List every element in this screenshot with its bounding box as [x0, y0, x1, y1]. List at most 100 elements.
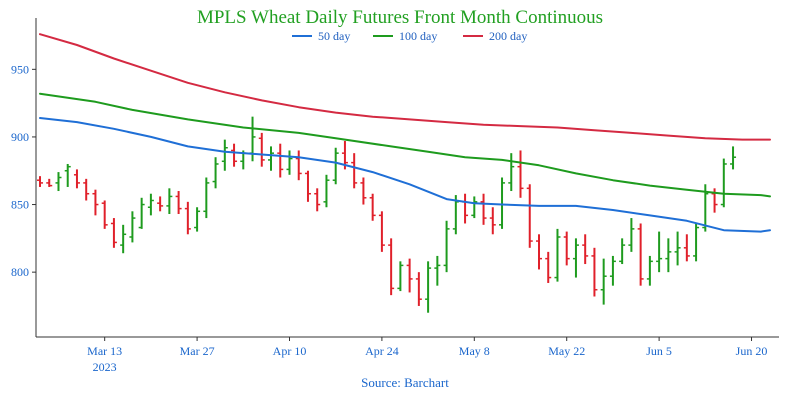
ohlc-bar: [304, 170, 311, 202]
ohlc-bar: [37, 176, 43, 187]
ohlc-bar: [231, 143, 238, 167]
y-tick-label: 900: [11, 130, 29, 144]
ohlc-bar: [425, 261, 432, 313]
ohlc-bar: [277, 143, 284, 178]
ohlc-bar: [499, 177, 506, 229]
legend-label: 100 day: [399, 29, 437, 43]
legend-item: 100 day: [373, 29, 437, 43]
ohlc-bar: [92, 189, 99, 216]
ohlc-bar: [397, 261, 404, 292]
ohlc-bar: [628, 218, 635, 252]
ohlc-bar: [332, 147, 339, 185]
y-tick-label: 950: [11, 62, 29, 76]
ohlc-bar: [129, 211, 136, 243]
moving-average-lines: [39, 33, 771, 233]
ohlc-bar: [369, 193, 376, 221]
ohlc-bar: [221, 139, 228, 171]
ohlc-bar: [212, 157, 219, 189]
ohlc-bar: [157, 196, 164, 212]
x-tick-label: Mar 13: [87, 344, 122, 358]
ohlc-bar: [609, 255, 616, 286]
x-tick-label: Apr 24: [365, 344, 399, 358]
series-line-100-day: [39, 92, 771, 198]
ohlc-bar: [388, 238, 395, 296]
price-bars: [37, 116, 737, 313]
ohlc-bar: [147, 193, 154, 216]
series-line-50-day: [39, 117, 771, 233]
legend-label: 200 day: [489, 29, 527, 43]
ohlc-bar: [572, 238, 579, 278]
ohlc-bar: [443, 220, 450, 273]
ohlc-bar: [351, 153, 358, 189]
ohlc-bar: [526, 184, 533, 248]
ohlc-bar: [360, 177, 367, 205]
ohlc-bar: [110, 218, 117, 248]
ohlc-bar: [415, 272, 422, 306]
x-tick-label: Jun 5: [646, 344, 672, 358]
series-line-200-day: [39, 33, 771, 141]
ohlc-bar: [323, 174, 330, 208]
legend-label: 50 day: [318, 29, 350, 43]
ohlc-bar: [184, 201, 191, 235]
source-label: Source: Barchart: [361, 375, 449, 390]
ohlc-bar: [175, 191, 182, 215]
ohlc-bar: [545, 251, 552, 283]
ohlc-bar: [120, 224, 127, 254]
legend-item: 50 day: [292, 29, 350, 43]
x-tick-label: May 22: [548, 344, 585, 358]
ohlc-bar: [637, 223, 644, 286]
ohlc-bar: [378, 211, 385, 252]
ohlc-bar: [462, 193, 469, 224]
ohlc-bar: [268, 146, 275, 171]
ohlc-bar: [508, 153, 515, 192]
ohlc-bar: [489, 207, 496, 235]
legend-item: 200 day: [463, 29, 527, 43]
ohlc-bar: [64, 163, 71, 187]
ohlc-bar: [693, 223, 700, 262]
ohlc-bar: [471, 196, 478, 219]
ohlc-bar: [683, 234, 690, 262]
x-axis-ticks: Mar 13 2023 Mar 27 Apr 10 Apr 24 May 8 May 22 J…: [87, 337, 767, 374]
x-tick-label: Apr 10: [273, 344, 307, 358]
ohlc-bar: [101, 200, 108, 229]
x-tick-label: Jun 20: [736, 344, 768, 358]
ohlc-bar: [83, 178, 90, 201]
y-tick-label: 800: [11, 265, 29, 279]
ohlc-bar: [600, 258, 607, 305]
ohlc-bar: [665, 238, 672, 273]
legend: 50 day 100 day 200 day: [292, 29, 527, 43]
ohlc-bar: [73, 169, 80, 189]
ohlc-bar: [434, 255, 441, 286]
ohlc-bar: [295, 150, 302, 181]
ohlc-bar: [591, 247, 598, 297]
x-tick-label: Mar 27: [180, 344, 215, 358]
ohlc-bar: [517, 150, 524, 198]
ohlc-bar: [203, 177, 210, 219]
y-axis-ticks: 800 850 900 950: [11, 62, 36, 279]
ohlc-bar: [554, 228, 561, 282]
ohlc-bar: [656, 231, 663, 273]
ohlc-bar: [258, 132, 265, 167]
chart-title: MPLS Wheat Daily Futures Front Month Con…: [197, 7, 603, 28]
ohlc-bar: [406, 258, 413, 293]
y-tick-label: 850: [11, 198, 29, 212]
ohlc-bar: [563, 231, 570, 266]
ohlc-bar: [535, 234, 542, 270]
ohlc-bar: [674, 231, 681, 266]
ohlc-bar: [480, 193, 487, 225]
ohlc-bar: [55, 172, 62, 192]
x-tick-label: May 8: [459, 344, 490, 358]
ohlc-bar: [646, 255, 653, 286]
ohlc-bar: [720, 158, 727, 208]
ohlc-bar: [286, 150, 293, 175]
ohlc-bar: [619, 238, 626, 265]
x-tick-year-label: 2023: [93, 360, 117, 374]
ohlc-bar: [314, 188, 321, 212]
ohlc-bar: [194, 207, 201, 232]
ohlc-bar: [138, 197, 145, 229]
ohlc-bar: [730, 146, 737, 170]
ohlc-bar: [166, 188, 173, 215]
ohlc-bar: [582, 234, 589, 265]
